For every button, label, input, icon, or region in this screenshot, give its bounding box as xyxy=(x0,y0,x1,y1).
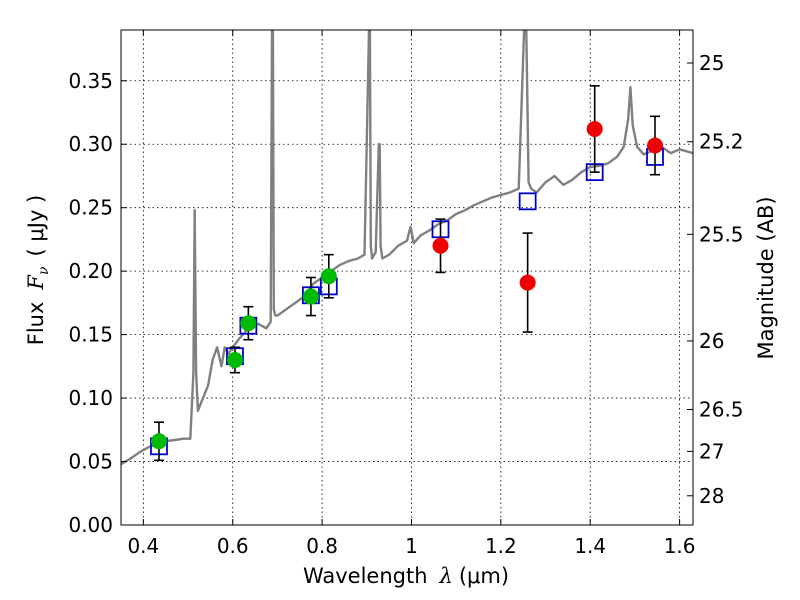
x-axis-label: Wavelength λ (μm) xyxy=(303,564,509,588)
right-tick-label: 26.5 xyxy=(699,398,744,422)
grid xyxy=(121,30,693,526)
ground-point xyxy=(240,315,257,332)
right-axis-label: Magnitude (AB) xyxy=(754,196,778,359)
x-tick-label: 1.2 xyxy=(485,534,517,558)
x-tick-label: 0.4 xyxy=(127,534,159,558)
y-tick-label: 0.10 xyxy=(68,386,113,410)
y-tick-label: 0.20 xyxy=(68,259,113,283)
right-tick-label: 25.5 xyxy=(699,222,744,246)
axes-ticks: 0.4 0.6 0.8 1 1.2 1.4 1.6 0.00 0.05 0.10 0.15 0.20 0… xyxy=(68,30,744,558)
y-axis-label: FluxFν( μJy ) xyxy=(24,195,52,345)
y-tick-label: 0.15 xyxy=(68,323,113,347)
data-layer xyxy=(121,30,693,466)
y-tick-label: 0.05 xyxy=(68,450,113,474)
y-tick-label: 0.00 xyxy=(68,513,113,537)
ground-point xyxy=(150,433,167,450)
ground-point xyxy=(302,288,319,305)
x-tick-label: 1.4 xyxy=(574,534,606,558)
right-tick-label: 26 xyxy=(699,329,724,353)
space-point xyxy=(647,137,664,154)
x-tick-label: 1 xyxy=(405,534,418,558)
model-spectrum-line xyxy=(121,30,693,466)
plot-background xyxy=(121,30,693,525)
y-tick-label: 0.35 xyxy=(68,69,113,93)
space-point xyxy=(519,274,536,291)
ground-point xyxy=(226,352,243,368)
synthetic-square-marker xyxy=(518,192,537,211)
right-tick-label: 28 xyxy=(699,484,724,508)
x-tick-label: 0.8 xyxy=(306,534,338,558)
right-tick-label: 25 xyxy=(699,51,724,75)
right-tick-label: 27 xyxy=(699,439,724,463)
x-tick-label: 1.6 xyxy=(664,534,696,558)
x-tick-label: 0.6 xyxy=(217,534,249,558)
space-point xyxy=(586,121,603,137)
plot-frame xyxy=(120,29,694,526)
ground-point xyxy=(320,268,337,285)
right-tick-label: 25.2 xyxy=(699,130,744,154)
y-tick-label: 0.25 xyxy=(68,196,113,220)
y-tick-label: 0.30 xyxy=(68,132,113,156)
space-point xyxy=(432,237,449,254)
